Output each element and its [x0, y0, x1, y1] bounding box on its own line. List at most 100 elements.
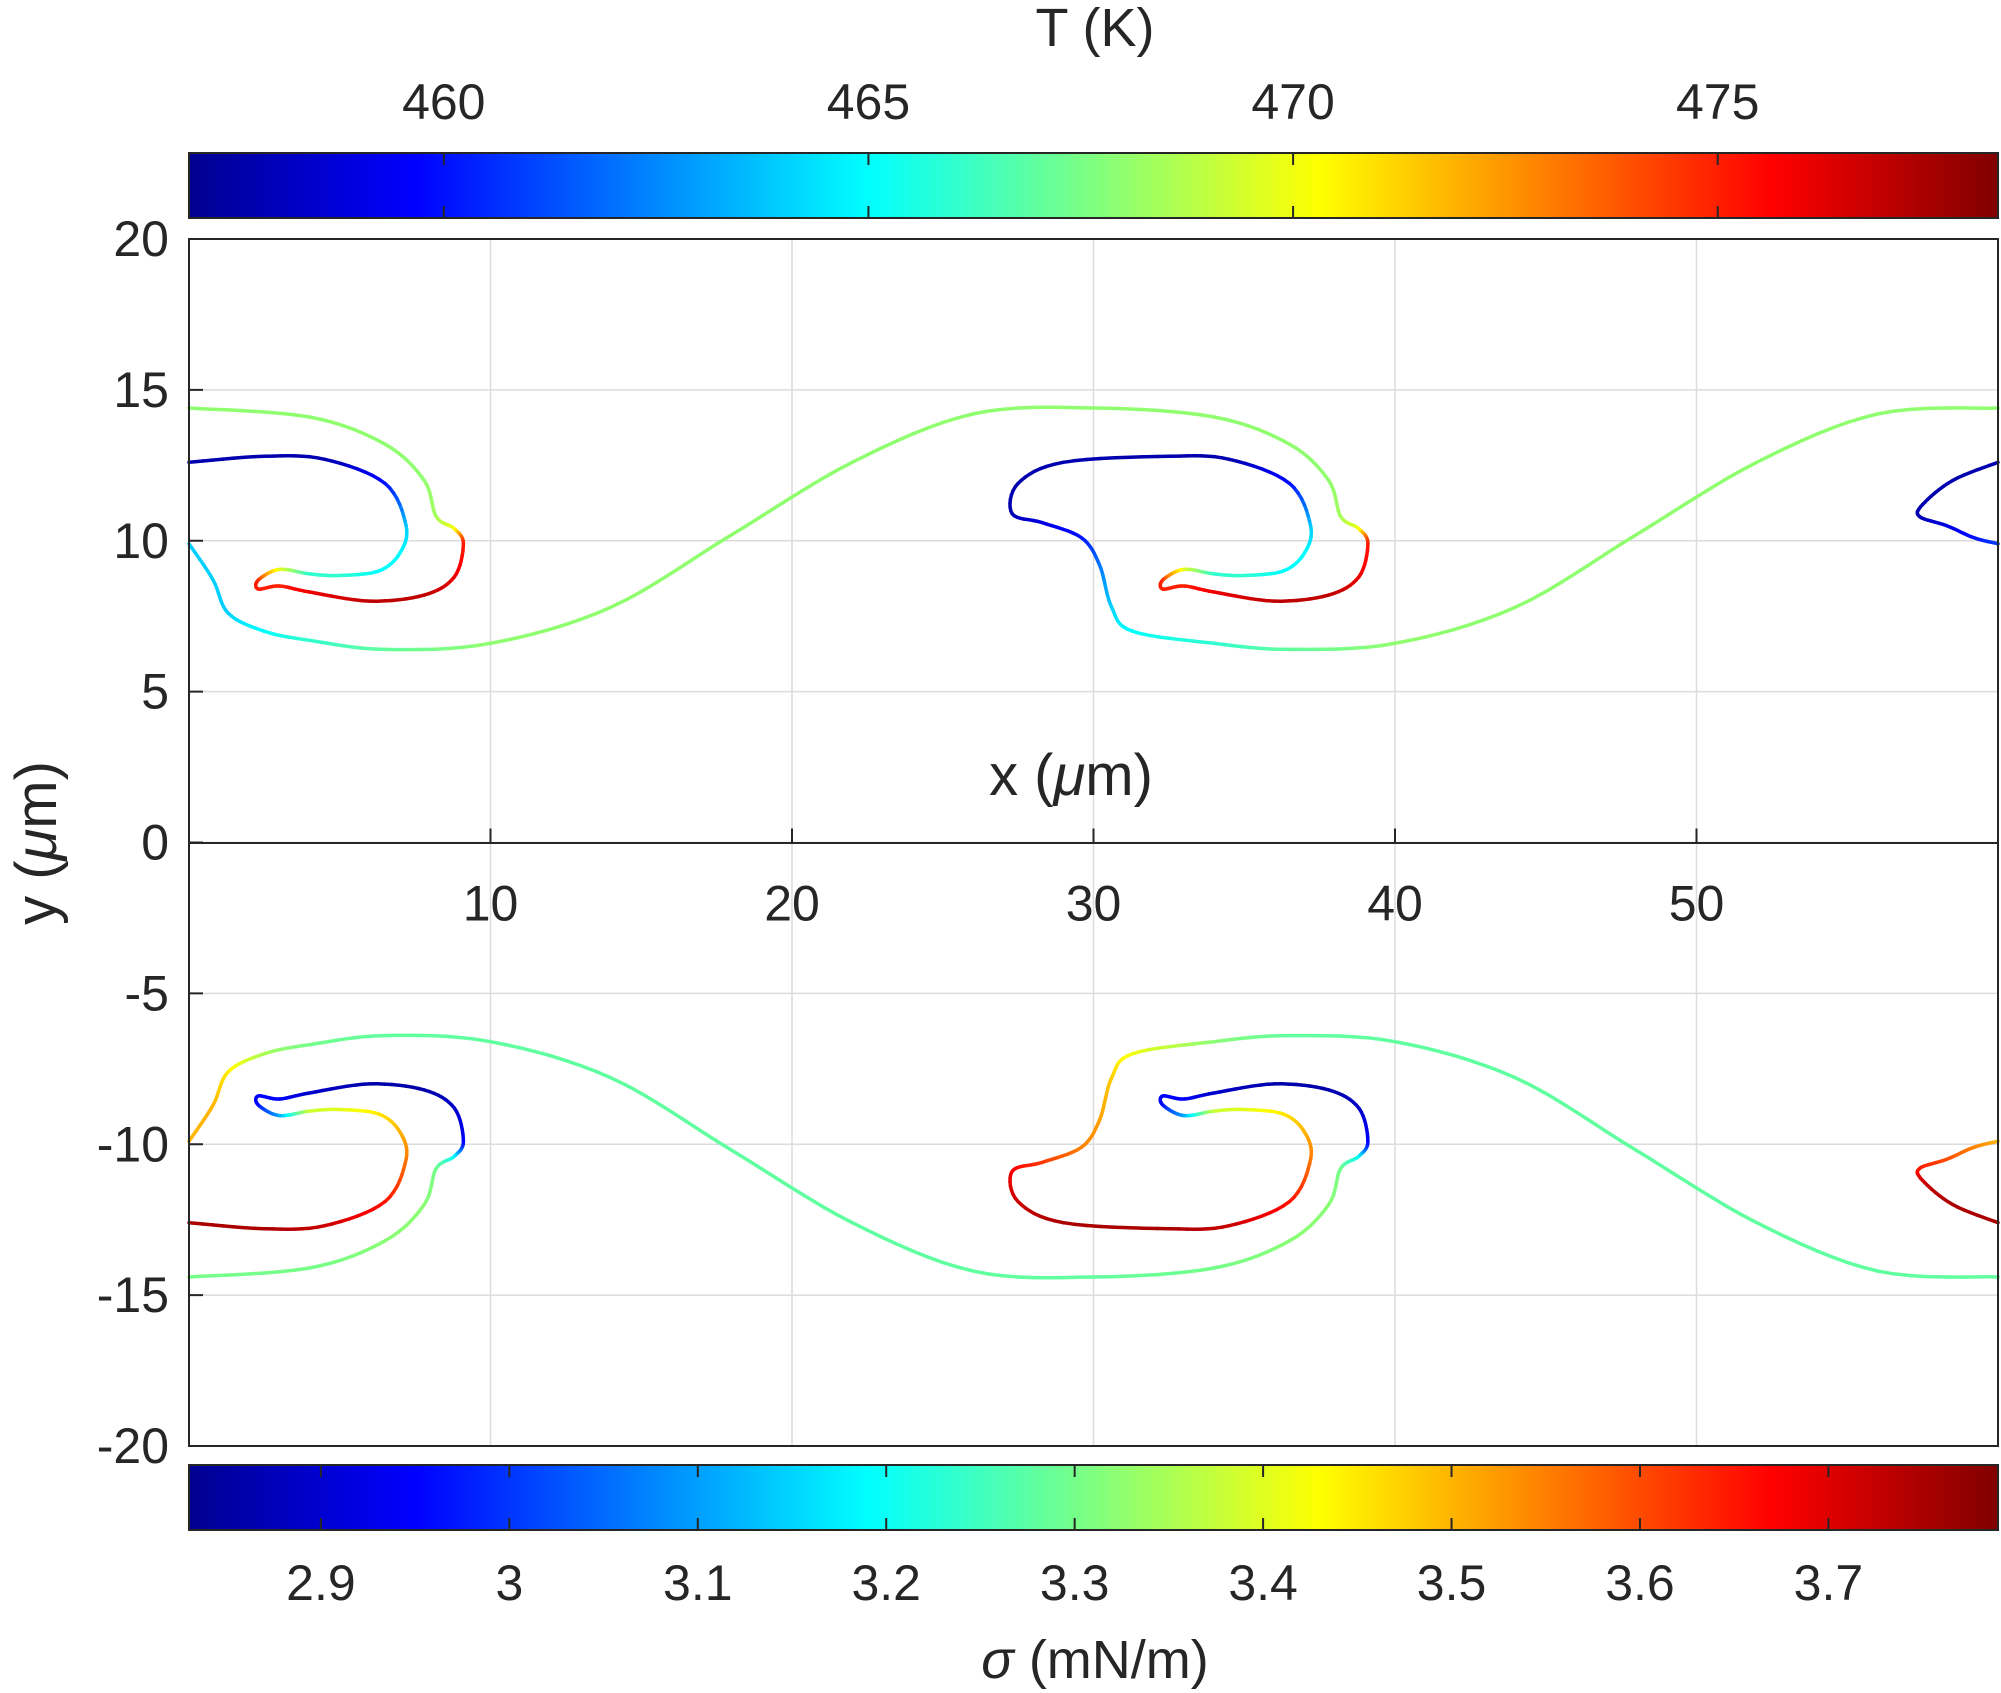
colorbar-top-ticks: 460 465 470 475: [402, 74, 1759, 218]
colorbar-bottom-ticks: 2.9 3 3.1 3.2 3.3 3.4 3.5 3.6 3.7: [286, 1465, 1863, 1611]
colorbar-top: T (K) 460 465 470 475: [188, 0, 1999, 219]
curve-segment: [971, 1269, 990, 1276]
curve-segment: [729, 1148, 749, 1162]
curve-segment: [1875, 409, 1896, 416]
curve-segment: [1154, 408, 1174, 414]
curve-segment: [446, 645, 465, 651]
curve-segment: [532, 627, 552, 636]
curve-segment: [1191, 1041, 1206, 1046]
curve-segment: [330, 420, 345, 428]
curve-segment: [1170, 409, 1189, 415]
curve-segment: [548, 1053, 567, 1063]
curve-segment: [1709, 1195, 1729, 1209]
curve-segment: [1908, 1273, 1930, 1279]
curve-segment: [1107, 406, 1127, 411]
curve-segment: [242, 409, 265, 414]
curve-segment: [1138, 1272, 1159, 1278]
curve-segment: [1845, 416, 1865, 425]
curve-segment: [594, 605, 613, 616]
curve-segment: [865, 445, 885, 457]
curve-segment: [242, 1271, 265, 1276]
curve-segment: [319, 1260, 335, 1268]
curve-segment: [850, 1220, 870, 1232]
curve-segment: [1830, 1255, 1850, 1265]
curve-segment: [1891, 407, 1913, 413]
x-tick-label: 50: [1669, 876, 1725, 932]
curve-segment: [1084, 456, 1103, 462]
curve-segment: [910, 1249, 930, 1259]
curve-segment: [1785, 438, 1804, 450]
curve-segment: [609, 598, 628, 609]
y-tick-label: 10: [113, 513, 169, 569]
curve-segment: [1379, 1037, 1397, 1044]
curve-segment: [1528, 1083, 1548, 1096]
x-axis-title-unit: m): [1085, 743, 1153, 808]
curve-segment: [1908, 406, 1930, 412]
curve-segment: [307, 1263, 324, 1270]
curve-segment: [1634, 1148, 1654, 1162]
curve-lower-outer-interface: [187, 1082, 466, 1279]
curve-segment: [1649, 514, 1669, 528]
curve-segment: [624, 1083, 644, 1096]
curve-segment: [1544, 1091, 1563, 1105]
curve-segment: [1830, 420, 1850, 430]
curve-segment: [1170, 1270, 1189, 1276]
curve-segment: [1185, 411, 1203, 417]
curve-segment: [895, 1242, 915, 1253]
curve-segment: [330, 1257, 345, 1265]
curve-segment: [609, 1076, 628, 1087]
colorbar-top-tick-label: 465: [827, 74, 910, 130]
curve-segment: [1113, 1225, 1132, 1230]
curve-segment: [850, 453, 870, 465]
curve-segment: [956, 1265, 975, 1273]
curve-segment: [805, 476, 824, 490]
curve-segment: [225, 1272, 247, 1277]
x-axis-title-mu: μ: [1052, 743, 1086, 808]
curve-segment: [1001, 406, 1020, 411]
curve-segment: [594, 1069, 613, 1080]
curve-segment: [1679, 1176, 1699, 1190]
colorbar-bottom-gradient: [188, 1464, 1999, 1531]
curve-segment: [1422, 1045, 1441, 1054]
curve-segment: [460, 1035, 479, 1042]
curve-segment: [820, 1204, 839, 1217]
curve-segment: [278, 1268, 298, 1274]
curve-segment: [1351, 645, 1369, 651]
curve-segment: [1452, 1053, 1472, 1063]
curve-segment: [1393, 638, 1412, 646]
curve-segment: [1393, 1039, 1412, 1047]
curve-segment: [1649, 1157, 1669, 1171]
y-axis-title-text: y (: [4, 860, 69, 924]
curve-segment: [1157, 1044, 1172, 1050]
curve-segment: [433, 1034, 451, 1039]
curve-segment: [684, 551, 704, 566]
curve-segment: [760, 504, 779, 518]
curve-segment: [699, 1129, 719, 1143]
y-tick-label: -5: [125, 965, 169, 1021]
curve-segment: [1755, 1220, 1774, 1232]
curve-segment: [1224, 417, 1239, 425]
curve-segment: [361, 1034, 376, 1039]
y-tick-label: -20: [97, 1418, 169, 1474]
curve-segment: [835, 1213, 855, 1225]
curve-segment: [941, 416, 960, 425]
curve-segment: [1664, 1167, 1684, 1181]
curve-segment: [1755, 453, 1774, 465]
curve-segment: [1815, 426, 1834, 436]
curve-segment: [1437, 1049, 1457, 1058]
curve-segment: [1138, 407, 1159, 413]
curve-segment: [1365, 1035, 1383, 1042]
curve-segment: [1235, 1257, 1250, 1265]
curve-segment: [548, 622, 567, 632]
colorbar-top-label: T (K): [1036, 0, 1155, 58]
curve-segment: [1483, 611, 1503, 622]
curve-segment: [1483, 1063, 1503, 1074]
curve-segment: [488, 1039, 507, 1047]
curve-segment: [1407, 1042, 1426, 1050]
curve-segment: [1098, 456, 1117, 461]
curve-segment: [1224, 1260, 1239, 1268]
curve-segment: [361, 646, 376, 651]
curve-segment: [1072, 1222, 1089, 1228]
x-tick-label: 10: [463, 876, 519, 932]
curve-segment: [1724, 468, 1744, 481]
